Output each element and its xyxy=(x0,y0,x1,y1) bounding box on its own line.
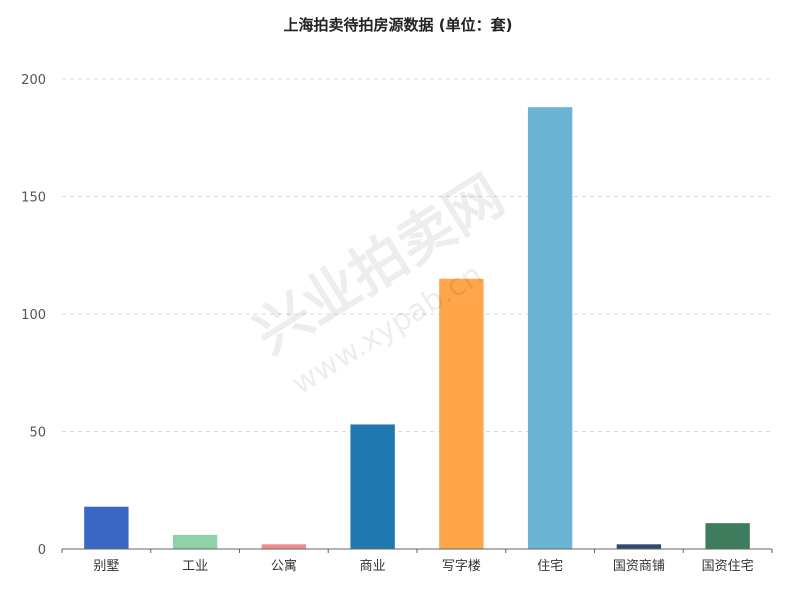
x-tick-label: 商业 xyxy=(360,559,386,574)
bar xyxy=(439,278,484,549)
x-tick-label: 公寓 xyxy=(271,558,297,574)
y-tick-label: 100 xyxy=(21,308,46,323)
bar xyxy=(705,523,750,549)
bar xyxy=(84,506,129,549)
y-axis-ticks: 0 50 100 150 200 xyxy=(21,73,46,558)
y-tick-label: 150 xyxy=(21,191,46,206)
y-tick-label: 0 xyxy=(38,543,46,558)
bar xyxy=(527,107,573,549)
x-tick-label: 住宅 xyxy=(537,559,563,574)
bar xyxy=(261,544,307,549)
bar xyxy=(350,424,395,549)
x-axis-ticks: 别墅 工业 公寓 商业 写字楼 住宅 国资商铺 国资住宅 xyxy=(61,549,773,574)
bar xyxy=(172,534,218,549)
y-tick-label: 200 xyxy=(21,73,46,88)
gridlines xyxy=(62,78,772,432)
x-tick-label: 工业 xyxy=(182,559,208,574)
x-tick-label: 国资商铺 xyxy=(613,559,665,574)
bar xyxy=(616,544,662,549)
x-tick-label: 国资住宅 xyxy=(702,559,754,574)
bars xyxy=(84,107,750,549)
chart-title: 上海拍卖待拍房源数据 (单位：套) xyxy=(283,16,513,34)
x-tick-label: 别墅 xyxy=(93,559,119,574)
x-tick-label: 写字楼 xyxy=(442,559,481,574)
y-tick-label: 50 xyxy=(29,426,46,441)
